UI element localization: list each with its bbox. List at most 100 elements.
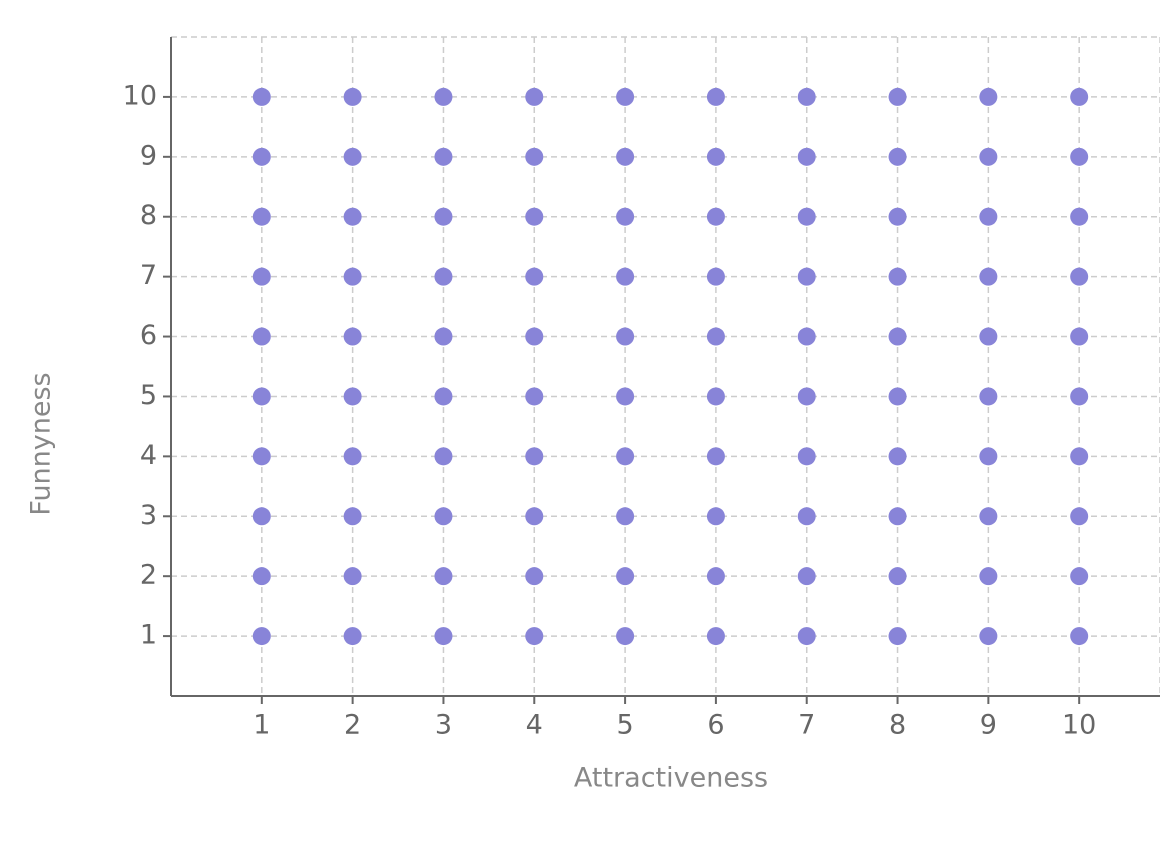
point <box>525 567 544 586</box>
point <box>797 207 816 226</box>
point <box>797 327 816 346</box>
point <box>888 207 907 226</box>
point <box>252 507 271 526</box>
x-tick-label: 7 <box>798 710 815 741</box>
point <box>979 447 998 466</box>
point <box>1070 387 1089 406</box>
point <box>979 327 998 346</box>
y-tick-label: 6 <box>140 320 157 351</box>
point <box>979 207 998 226</box>
y-tick-label: 7 <box>140 260 157 291</box>
point <box>252 87 271 106</box>
point <box>525 267 544 286</box>
point <box>525 447 544 466</box>
point <box>616 447 635 466</box>
point <box>252 267 271 286</box>
point <box>616 627 635 646</box>
point <box>434 207 453 226</box>
point <box>525 327 544 346</box>
point <box>979 267 998 286</box>
point <box>434 87 453 106</box>
point <box>706 87 725 106</box>
point <box>343 507 362 526</box>
point <box>343 267 362 286</box>
x-tick-label: 5 <box>616 710 633 741</box>
x-tick-label: 2 <box>344 710 361 741</box>
point <box>888 147 907 166</box>
point <box>797 387 816 406</box>
point <box>343 447 362 466</box>
point <box>797 567 816 586</box>
point <box>1070 327 1089 346</box>
point <box>434 507 453 526</box>
point <box>706 567 725 586</box>
point <box>434 567 453 586</box>
point <box>888 447 907 466</box>
point <box>252 147 271 166</box>
point <box>979 387 998 406</box>
y-tick-label: 9 <box>140 140 157 171</box>
point <box>706 507 725 526</box>
point <box>797 267 816 286</box>
point <box>706 447 725 466</box>
point <box>343 387 362 406</box>
x-axis-title: Attractiveness <box>574 763 768 794</box>
point <box>525 507 544 526</box>
y-tick-label: 8 <box>140 200 157 231</box>
point <box>1070 567 1089 586</box>
point <box>434 627 453 646</box>
point <box>434 447 453 466</box>
point <box>888 87 907 106</box>
point <box>616 267 635 286</box>
x-tick-label: 6 <box>707 710 724 741</box>
point <box>706 627 725 646</box>
point <box>706 207 725 226</box>
point <box>888 567 907 586</box>
x-tick-label: 9 <box>980 710 997 741</box>
x-tick-label: 8 <box>889 710 906 741</box>
point <box>979 567 998 586</box>
y-tick-label: 5 <box>140 380 157 411</box>
point <box>979 147 998 166</box>
point <box>888 267 907 286</box>
point <box>797 627 816 646</box>
y-axis-title: Funnyness <box>26 372 57 515</box>
point <box>616 507 635 526</box>
point <box>1070 87 1089 106</box>
point <box>706 147 725 166</box>
point <box>706 387 725 406</box>
point <box>616 207 635 226</box>
y-tick-label: 4 <box>140 440 157 471</box>
point <box>252 327 271 346</box>
point <box>616 87 635 106</box>
point <box>252 627 271 646</box>
point <box>525 207 544 226</box>
point <box>525 147 544 166</box>
point <box>1070 507 1089 526</box>
point <box>525 627 544 646</box>
point <box>797 87 816 106</box>
point <box>343 87 362 106</box>
point <box>888 327 907 346</box>
point <box>343 627 362 646</box>
point <box>525 87 544 106</box>
point <box>434 147 453 166</box>
point <box>434 267 453 286</box>
point <box>1070 207 1089 226</box>
point <box>616 567 635 586</box>
point <box>343 327 362 346</box>
x-tick-label: 4 <box>526 710 543 741</box>
point <box>343 147 362 166</box>
point <box>797 507 816 526</box>
point <box>252 567 271 586</box>
point <box>1070 147 1089 166</box>
point <box>888 387 907 406</box>
point <box>888 507 907 526</box>
point <box>525 387 544 406</box>
point <box>797 147 816 166</box>
point <box>616 327 635 346</box>
point <box>706 327 725 346</box>
point <box>1070 447 1089 466</box>
y-tick-label: 10 <box>123 80 157 111</box>
point <box>616 387 635 406</box>
